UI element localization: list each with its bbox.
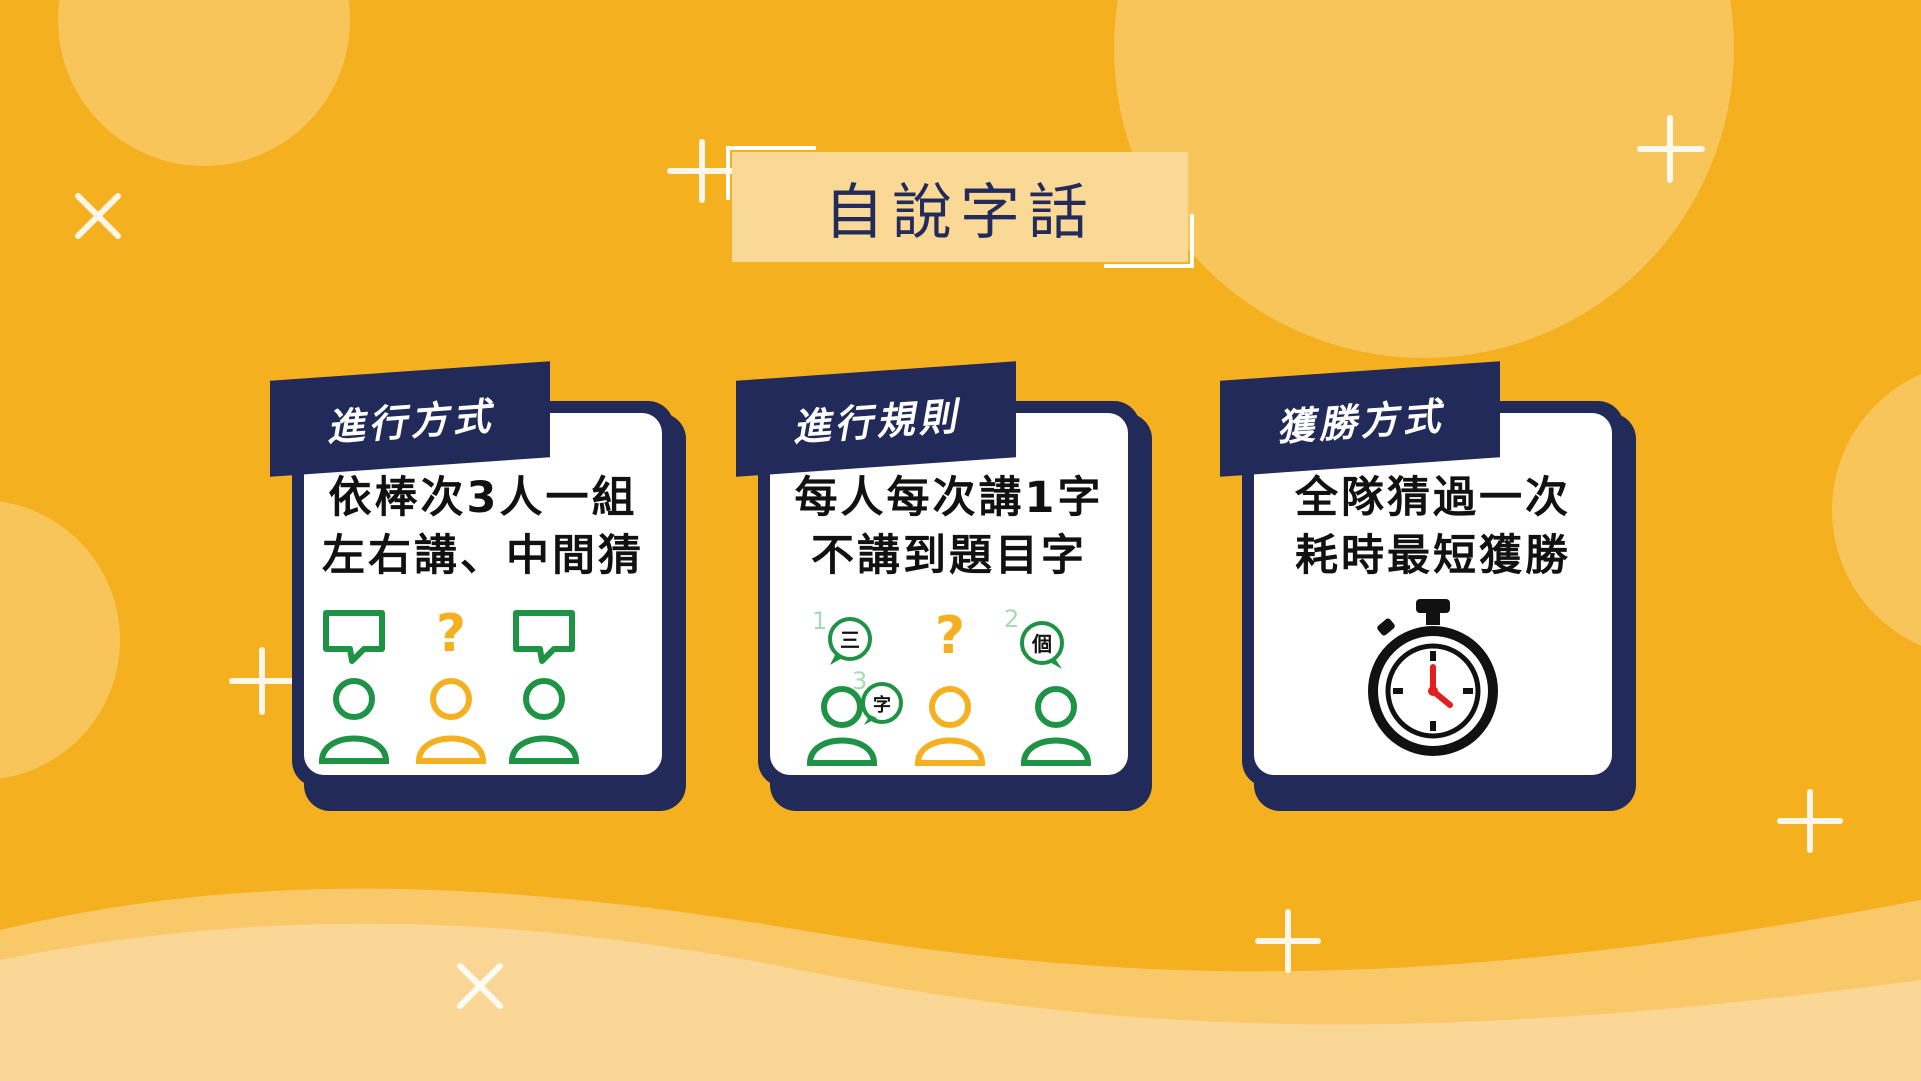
bubble-number: 2 bbox=[1004, 605, 1019, 633]
card-line: 依棒次3人一組 bbox=[292, 469, 674, 527]
question-icon: ? bbox=[436, 604, 466, 664]
bg-circle-top-left bbox=[58, 0, 350, 166]
sparkle-plus-icon bbox=[670, 142, 734, 200]
card-line: 每人每次講1字 bbox=[758, 469, 1140, 527]
bg-circle-left bbox=[0, 500, 120, 780]
bg-circle-top-right bbox=[1114, 0, 1734, 358]
card-line: 左右講、中間猜 bbox=[292, 527, 674, 585]
card-winning: 獲勝方式 全隊猜過一次 耗時最短獲勝 bbox=[1242, 401, 1636, 811]
sparkle-plus-icon bbox=[1258, 912, 1318, 970]
card-illustration bbox=[1254, 591, 1612, 775]
person-icon bbox=[419, 681, 483, 761]
slide-title: 自說字話 bbox=[732, 152, 1188, 262]
bg-circle-right bbox=[1832, 362, 1921, 658]
person-icon bbox=[918, 689, 982, 763]
card-line: 全隊猜過一次 bbox=[1242, 469, 1624, 527]
title-banner: 自說字話 bbox=[732, 152, 1188, 262]
speech-bubble-icon bbox=[326, 613, 382, 661]
card-illustration: ? bbox=[304, 591, 662, 775]
person-icon bbox=[322, 681, 386, 761]
card-illustration: 1 三 3 字 ? 2 個 bbox=[770, 591, 1128, 775]
card-line: 耗時最短獲勝 bbox=[1242, 527, 1624, 585]
question-icon: ? bbox=[935, 606, 965, 666]
person-icon bbox=[512, 681, 576, 761]
bubble-char: 個 bbox=[1031, 632, 1052, 656]
card-description: 每人每次講1字 不講到題目字 bbox=[758, 469, 1140, 585]
card-description: 全隊猜過一次 耗時最短獲勝 bbox=[1242, 469, 1624, 585]
card-description: 依棒次3人一組 左右講、中間猜 bbox=[292, 469, 674, 585]
sparkle-plus-icon bbox=[232, 650, 294, 712]
card-line: 不講到題目字 bbox=[758, 527, 1140, 585]
bubble-char: 三 bbox=[840, 628, 860, 652]
card-rules: 進行規則 每人每次講1字 不講到題目字 1 三 3 字 ? 2 個 bbox=[758, 401, 1152, 811]
sparkle-plus-icon bbox=[1780, 792, 1840, 850]
speech-bubble-icon bbox=[516, 613, 572, 661]
card-method: 進行方式 依棒次3人一組 左右講、中間猜 ? bbox=[292, 401, 686, 811]
bubble-number: 1 bbox=[812, 607, 827, 635]
bubble-char: 字 bbox=[873, 694, 891, 716]
stopwatch-icon bbox=[1373, 599, 1493, 751]
sparkle-x-icon bbox=[78, 196, 118, 236]
person-icon bbox=[1024, 689, 1088, 763]
